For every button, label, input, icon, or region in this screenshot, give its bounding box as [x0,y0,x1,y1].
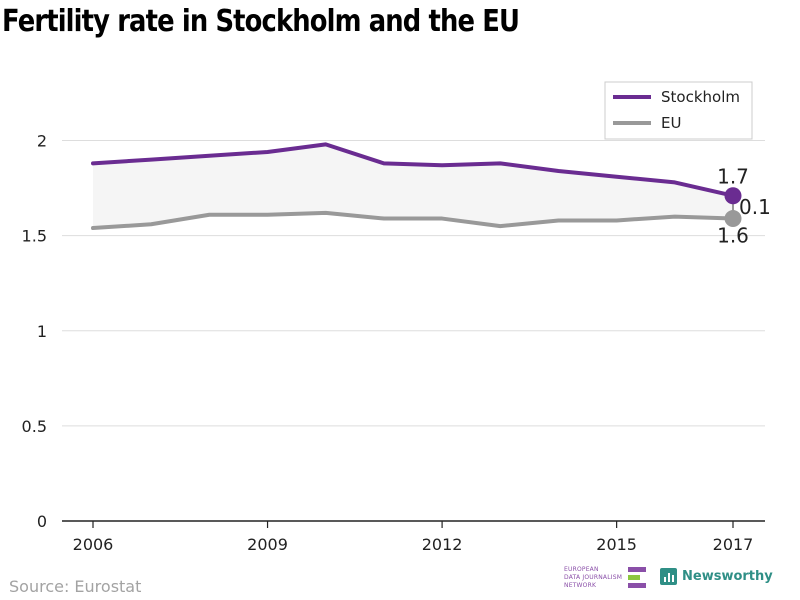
legend-label-eu: EU [661,114,681,132]
edjnet-logo-line-1: EUROPEAN [564,566,599,573]
newsworthy-label: Newsworthy [682,568,773,584]
point-stockholm-2017 [724,187,742,205]
series-line-eu [91,210,735,231]
newsworthy-logo: Newsworthy [660,565,773,587]
edjnet-logo-line-3: NETWORK [564,582,597,589]
x-tick-label: 2012 [422,535,463,554]
y-tick-label: 0.5 [22,417,47,436]
data-label-eu: 1.6 [717,224,749,248]
x-tick-label: 2006 [73,535,114,554]
data-label-difference: 0.1 [739,195,771,219]
y-tick-label: 0 [37,512,47,531]
x-tick-label: 2017 [713,535,754,554]
difference-band [93,144,733,229]
edjnet-bar-top [628,567,646,572]
y-tick-label: 1 [37,322,47,341]
legend-label-stockholm: Stockholm [661,88,740,106]
y-tick-label: 1.5 [22,227,47,246]
chart-title: Fertility rate in Stockholm and the EU [2,4,520,39]
y-tick-label: 2 [37,132,47,151]
point-eu-2017 [724,210,742,228]
legend-box [604,81,753,140]
edjnet-logo-line-2: DATA JOURNALISM [564,574,623,581]
series-line-stockholm [91,142,735,198]
newsworthy-chart-icon [660,567,677,585]
x-tick-label: 2009 [247,535,288,554]
x-tick-label: 2015 [596,535,637,554]
source-note: Source: Eurostat [9,577,142,596]
edjnet-logo: EUROPEAN DATA JOURNALISM NETWORK [560,565,650,591]
edjnet-bar-bottom [628,583,646,588]
data-label-stockholm: 1.7 [717,165,749,189]
edjnet-bar-middle [628,575,640,580]
